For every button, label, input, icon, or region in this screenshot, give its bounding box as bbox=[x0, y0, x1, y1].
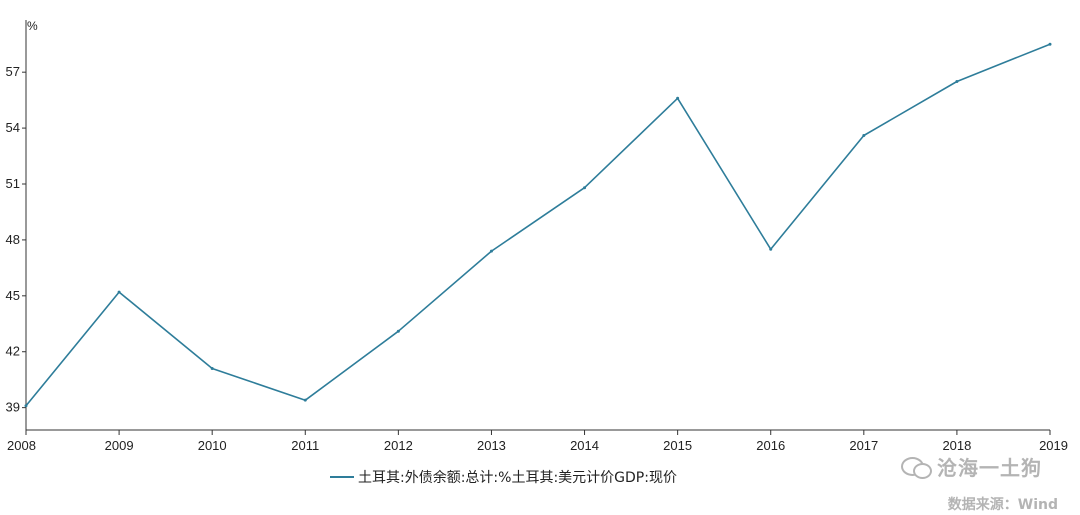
source-note: 数据来源：Wind bbox=[947, 497, 1058, 513]
y-tick-label: 42 bbox=[6, 344, 20, 359]
series-line bbox=[25, 43, 1051, 407]
watermark: 沧海一土狗 bbox=[901, 452, 1042, 481]
data-point bbox=[676, 96, 680, 100]
series-group bbox=[24, 42, 1052, 408]
y-tick-label: 57 bbox=[6, 64, 20, 79]
data-point bbox=[303, 398, 307, 402]
y-tick-label: 39 bbox=[6, 400, 20, 415]
x-tick-label: 2008 bbox=[7, 438, 36, 453]
x-tick-label: 2014 bbox=[570, 438, 599, 453]
watermark-text: 沧海一土狗 bbox=[937, 456, 1042, 480]
data-point bbox=[862, 134, 866, 138]
data-point bbox=[24, 404, 28, 408]
x-tick-label: 2018 bbox=[942, 438, 971, 453]
data-point bbox=[955, 80, 959, 83]
data-point bbox=[489, 249, 493, 253]
y-tick-label: 45 bbox=[6, 288, 20, 303]
data-point bbox=[769, 247, 773, 251]
data-point bbox=[1048, 42, 1052, 46]
x-tick-label: 2009 bbox=[105, 438, 134, 453]
y-axis-unit-label: % bbox=[27, 19, 38, 33]
x-tick-label: 2017 bbox=[849, 438, 878, 453]
data-point bbox=[117, 290, 121, 294]
x-axis: 2008 2009 2010 2011 2012 2013 2014 2015 2016 2017… bbox=[7, 429, 1068, 453]
x-tick-label: 2011 bbox=[291, 438, 319, 453]
y-tick-label: 48 bbox=[6, 232, 20, 247]
x-tick-label: 2013 bbox=[477, 438, 506, 453]
legend: 土耳其:外债余额:总计:%土耳其:美元计价GDP:现价 bbox=[330, 469, 677, 486]
legend-label: 土耳其:外债余额:总计:%土耳其:美元计价GDP:现价 bbox=[358, 469, 677, 486]
data-point bbox=[583, 186, 587, 190]
wechat-icon bbox=[901, 455, 932, 479]
x-tick-label: 2015 bbox=[663, 438, 692, 453]
x-tick-label: 2010 bbox=[198, 438, 227, 453]
x-tick-label: 2016 bbox=[756, 438, 785, 453]
x-tick-label: 2012 bbox=[384, 438, 413, 453]
y-tick-label: 54 bbox=[6, 120, 20, 135]
x-tick-label: 2019 bbox=[1039, 438, 1068, 453]
y-tick-label: 51 bbox=[6, 176, 20, 191]
y-axis: % 39 42 45 48 51 54 57 bbox=[6, 19, 38, 430]
data-point bbox=[396, 329, 400, 333]
data-point bbox=[210, 367, 214, 370]
